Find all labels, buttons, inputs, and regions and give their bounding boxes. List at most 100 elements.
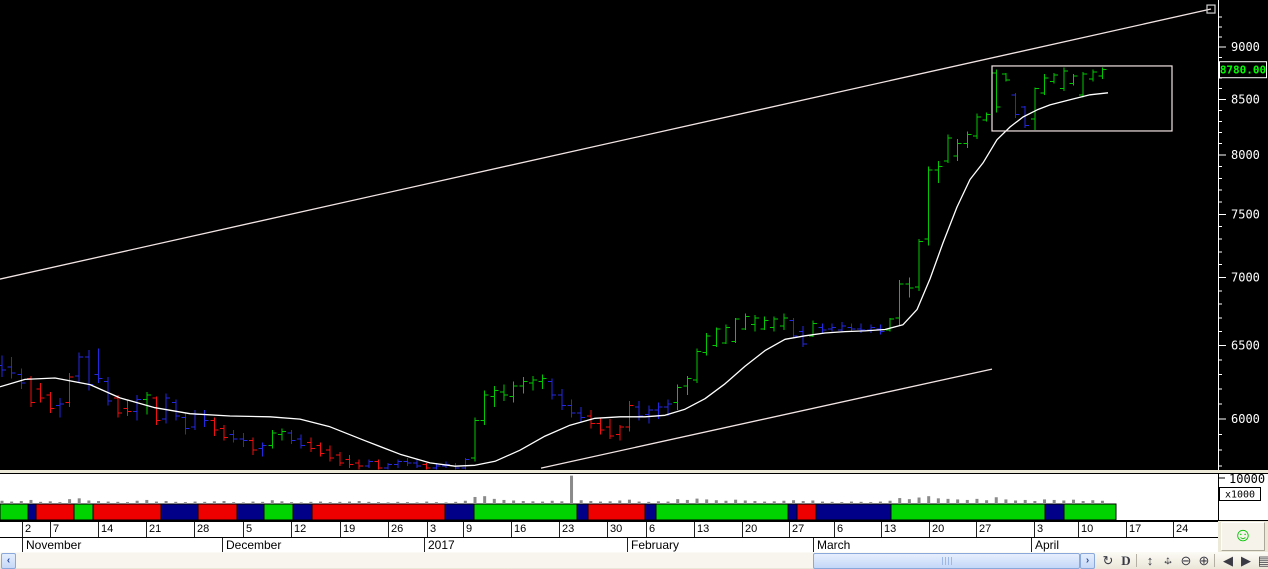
ohlc-bar [94,348,103,384]
volume-bar [328,502,332,504]
volume-bar [502,499,506,504]
ohlc-bar [490,386,499,407]
ohlc-bar [509,381,518,403]
price-axis-label: 9000 [1231,40,1260,54]
volume-bar [849,501,853,504]
zoom-out-icon[interactable]: ⊖ [1180,553,1192,568]
volume-bar [261,501,265,504]
volume-bar [946,498,950,504]
trend-band-segment [655,503,789,521]
volume-bar [222,501,226,504]
date-tick-separator [789,522,790,537]
volume-bar [743,500,747,504]
ohlc-bar [229,429,238,443]
volume-bar [656,501,660,504]
ohlc-bar [1001,72,1010,82]
date-tick-separator [694,522,695,537]
volume-bar [367,501,371,504]
ohlc-bar [17,368,26,389]
ohlc-bar [268,429,277,449]
volume-bar [685,499,689,504]
pan-icon[interactable]: ↔ ↕ [1162,553,1174,567]
zoom-in-icon[interactable]: ⊕ [1198,553,1210,568]
price-axis-label: 8000 [1231,148,1260,162]
volume-bar [357,501,361,504]
annotation-box[interactable] [991,65,1173,132]
step-right-icon[interactable]: ▶ [1241,553,1251,568]
volume-bar [927,496,931,504]
step-left-icon[interactable]: ◀ [1223,553,1233,568]
trend-band-segment [292,503,313,521]
volume-bar [405,502,409,504]
ohlc-bar [1069,73,1078,86]
trendline[interactable] [540,368,993,469]
ohlc-bar [113,394,122,418]
date-axis-row: 2 7 14 21 28 5 12 19 26 3 9 16 23 30 6 13 20 27 6 13 20 27 3 10… [0,521,1218,537]
trend-band-segment [473,503,578,521]
ohlc-bar [210,417,219,437]
ohlc-bar [818,323,827,334]
ohlc-bar [528,375,537,391]
ohlc-bar [470,417,479,462]
volume-bar [512,500,516,504]
trend-band-segment [890,503,1046,521]
date-tick-separator [243,522,244,537]
price-axis-label: 6000 [1231,412,1260,426]
month-separator [222,538,223,552]
ohlc-bar [142,391,151,415]
horizontal-scrollbar-thumb[interactable] [813,553,1080,569]
ohlc-bar [335,451,344,467]
date-tick-label: 26 [391,523,404,535]
scrollbar-left-arrow[interactable]: ‹ [1,553,16,569]
date-tick-label: 5 [246,523,253,535]
ohlc-bar [1011,92,1020,118]
volume-bar [425,501,429,504]
volume-bar [1081,501,1085,504]
refresh-icon[interactable]: ↻ [1102,553,1114,568]
volume-bar [154,501,158,504]
trendline-handle[interactable] [1206,4,1216,14]
ohlc-bar [760,316,769,331]
ohlc-bar [596,417,605,435]
ohlc-bar [316,442,325,457]
ohlc-bar [905,277,914,298]
smiley-status-button[interactable]: ☺ [1221,522,1265,551]
smiley-icon: ☺ [1233,525,1253,546]
trend-band-segment [444,503,475,521]
date-tick-separator [646,522,647,537]
volume-bar [444,502,448,504]
ohlc-bar [1088,69,1097,82]
ohlc-bar [326,445,335,462]
volume-bar [232,502,236,504]
ohlc-bar [248,437,257,455]
date-tick-separator [1126,522,1127,537]
ohlc-bar [162,393,171,424]
date-tick-label: 24 [1176,523,1189,535]
volume-bar [792,500,796,504]
volume-bar [492,498,496,504]
date-tick-separator [1173,522,1174,537]
volume-bar [415,502,419,504]
toolbar-separator [1136,554,1137,567]
vertical-zoom-icon[interactable]: ↕ [1146,553,1154,568]
price-axis-label: 7500 [1231,207,1260,221]
date-tick-separator [1078,522,1079,537]
volume-bar [19,501,23,504]
volume-bar [627,499,631,504]
daily-interval-button[interactable]: D [1121,553,1131,568]
volume-bar [936,498,940,504]
trend-band-segment [197,503,238,521]
ohlc-bar [374,459,383,470]
ohlc-bar [770,316,779,332]
ohlc-bar [721,324,730,345]
date-tick-label: 9 [466,523,473,535]
ohlc-bar [963,131,972,149]
volume-multiplier-label: x1000 [1225,490,1255,501]
ohlc-bar [779,313,788,331]
trendline[interactable] [0,8,1212,280]
volume-bar [1091,500,1095,504]
data-list-icon[interactable]: ▤ [1257,553,1268,568]
scrollbar-right-arrow[interactable]: › [1080,553,1095,569]
ohlc-bar [953,139,962,161]
